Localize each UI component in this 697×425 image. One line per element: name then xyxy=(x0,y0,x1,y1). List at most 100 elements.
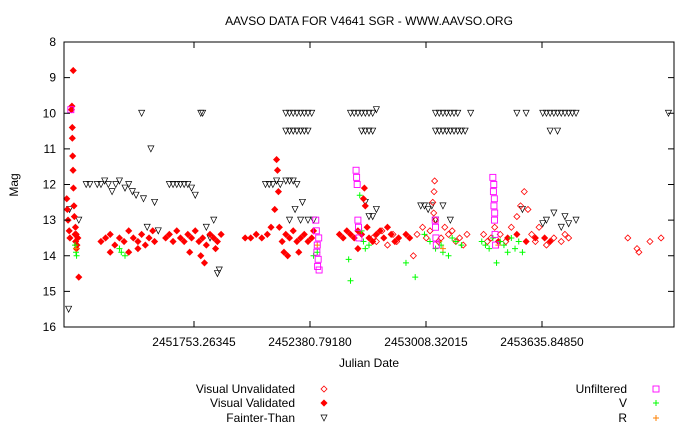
data-point xyxy=(275,223,283,231)
data-point xyxy=(289,127,297,135)
data-point xyxy=(493,259,500,266)
data-point xyxy=(134,237,142,246)
data-point xyxy=(360,184,368,192)
data-point xyxy=(646,237,654,246)
data-point xyxy=(149,227,157,235)
data-point xyxy=(151,237,159,246)
data-point xyxy=(63,205,71,214)
data-point xyxy=(557,237,565,246)
data-point xyxy=(441,223,449,231)
data-point xyxy=(561,230,569,238)
data-point xyxy=(278,237,286,246)
legend-marker xyxy=(652,385,660,393)
data-point xyxy=(421,231,428,238)
data-point xyxy=(73,245,80,252)
data-point xyxy=(82,181,90,189)
data-point xyxy=(546,237,554,246)
data-point xyxy=(343,227,351,235)
data-point xyxy=(297,234,305,242)
data-point xyxy=(513,230,521,238)
data-point xyxy=(446,109,454,118)
data-point xyxy=(412,274,419,281)
data-point xyxy=(74,234,82,242)
data-point xyxy=(354,109,362,118)
data-point xyxy=(439,127,447,135)
data-point xyxy=(304,237,312,246)
data-point xyxy=(212,245,220,253)
data-point xyxy=(387,230,395,238)
data-point xyxy=(431,109,440,118)
data-point xyxy=(271,205,279,214)
data-point xyxy=(347,277,354,284)
data-point xyxy=(125,248,133,256)
series-v xyxy=(72,192,526,284)
data-point xyxy=(568,109,576,118)
series-visual-validated xyxy=(63,66,554,281)
data-point xyxy=(435,127,443,135)
data-point xyxy=(346,230,355,238)
data-point xyxy=(173,181,181,189)
data-point xyxy=(450,127,458,135)
data-point xyxy=(213,237,221,246)
data-point xyxy=(66,234,74,242)
data-point xyxy=(445,252,452,259)
data-point xyxy=(446,216,454,224)
data-point xyxy=(125,181,133,189)
y-tick-label: 12 xyxy=(43,178,57,192)
data-point xyxy=(427,238,433,245)
data-point xyxy=(452,238,459,245)
data-point xyxy=(300,230,308,238)
data-point xyxy=(122,252,128,259)
data-point xyxy=(200,259,209,267)
plot-frame xyxy=(63,41,675,328)
data-point xyxy=(539,109,547,118)
data-point xyxy=(355,223,362,231)
data-point xyxy=(313,241,321,249)
data-point xyxy=(419,223,427,231)
data-point xyxy=(215,266,223,274)
legend-marker xyxy=(653,415,659,421)
data-point xyxy=(353,181,361,188)
data-point xyxy=(297,216,305,224)
data-point xyxy=(263,230,271,238)
data-point xyxy=(430,209,438,217)
data-point xyxy=(383,241,392,249)
data-point xyxy=(282,127,290,135)
data-point xyxy=(97,181,105,189)
y-tick-label: 8 xyxy=(49,35,56,49)
data-point xyxy=(431,177,439,185)
data-point xyxy=(180,181,188,189)
data-point xyxy=(365,127,373,135)
data-point xyxy=(369,109,377,118)
data-point xyxy=(542,109,551,118)
data-point xyxy=(369,127,377,135)
data-point xyxy=(125,227,133,235)
data-point xyxy=(359,195,368,203)
data-point xyxy=(143,223,151,232)
data-point xyxy=(104,181,112,189)
data-point xyxy=(402,230,410,238)
data-point xyxy=(439,202,447,210)
data-point xyxy=(285,234,294,242)
data-point xyxy=(402,259,409,266)
data-point xyxy=(314,255,322,263)
data-point xyxy=(72,242,79,249)
data-point xyxy=(365,213,373,221)
legend-marker xyxy=(320,385,328,393)
data-point xyxy=(383,223,392,231)
y-tick-label: 14 xyxy=(43,249,57,263)
data-point xyxy=(289,177,297,185)
data-point xyxy=(550,109,558,118)
data-point xyxy=(291,206,299,214)
data-point xyxy=(561,213,569,221)
data-point xyxy=(70,212,78,221)
data-point xyxy=(176,234,185,242)
data-point xyxy=(448,227,456,235)
data-point xyxy=(285,177,294,185)
data-point xyxy=(490,181,498,188)
data-point xyxy=(116,245,123,252)
data-point xyxy=(304,216,312,224)
data-point xyxy=(184,230,192,238)
data-point xyxy=(346,109,355,118)
data-point xyxy=(489,173,497,181)
